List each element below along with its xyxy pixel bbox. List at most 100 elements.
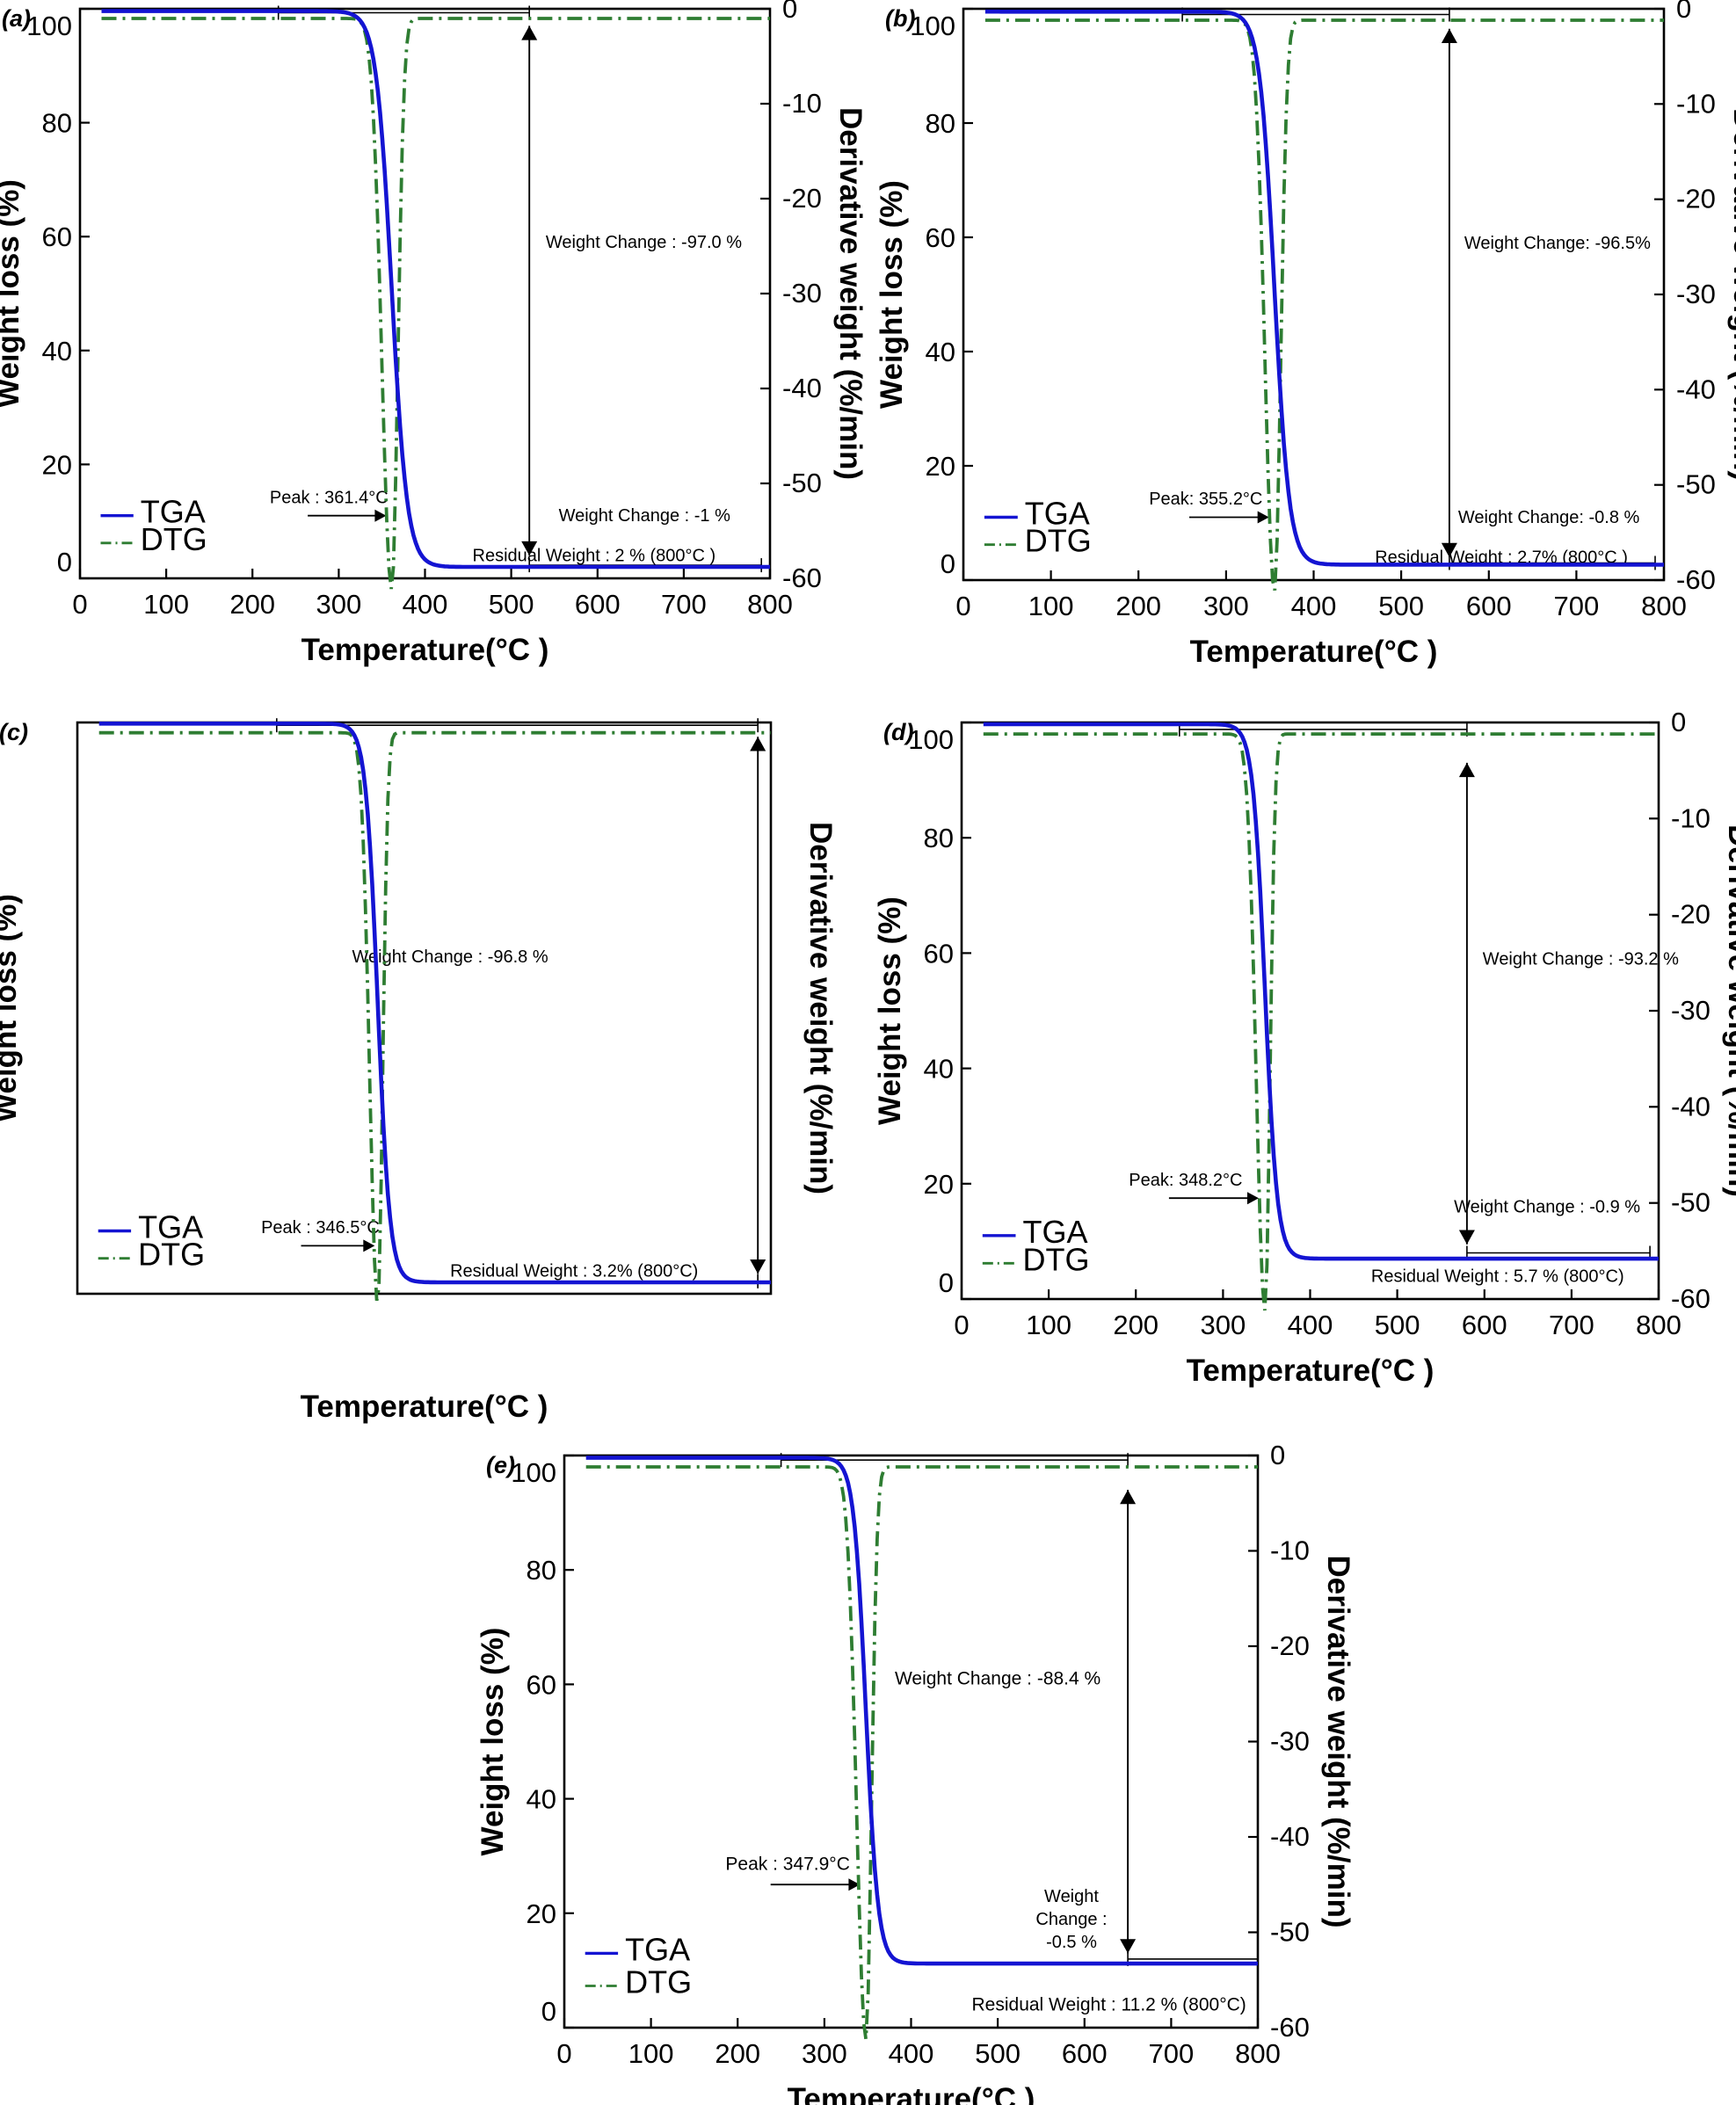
svg-text:-30: -30 [1270,1726,1310,1757]
svg-text:-20: -20 [1676,184,1716,214]
svg-text:Weight Change : -97.0 %: Weight Change : -97.0 % [546,233,742,252]
svg-text:400: 400 [1291,591,1337,621]
svg-text:Weight loss (%): Weight loss (%) [476,1628,510,1856]
svg-text:100: 100 [628,2038,674,2069]
svg-text:60: 60 [926,222,955,253]
svg-text:Temperature(°C ): Temperature(°C ) [301,633,549,667]
svg-text:-10: -10 [1671,802,1711,833]
svg-text:800: 800 [747,589,793,620]
svg-text:500: 500 [489,589,534,620]
svg-text:500: 500 [1378,591,1424,621]
svg-text:700: 700 [1554,591,1600,621]
svg-text:0: 0 [955,591,970,621]
svg-text:20: 20 [926,451,955,482]
svg-text:Residual Weight : 3.2% (800°C): Residual Weight : 3.2% (800°C) [450,1262,698,1281]
svg-text:Derivative weight (%/min): Derivative weight (%/min) [803,822,838,1194]
svg-text:DTG: DTG [1023,1241,1090,1277]
svg-text:-10: -10 [1270,1535,1310,1566]
svg-text:700: 700 [661,589,707,620]
svg-text:Weight Change : -1 %: Weight Change : -1 % [559,506,731,526]
svg-text:-60: -60 [1671,1283,1711,1314]
svg-text:300: 300 [802,2038,847,2069]
svg-text:800: 800 [1641,591,1687,621]
svg-text:DTG: DTG [141,521,207,557]
svg-text:0: 0 [57,547,72,577]
svg-text:700: 700 [1149,2038,1195,2069]
svg-text:Weight Change: -0.8 %: Weight Change: -0.8 % [1458,508,1640,527]
svg-text:Derivative weight (%/min): Derivative weight (%/min) [1722,824,1736,1197]
svg-text:200: 200 [715,2038,760,2069]
svg-text:20: 20 [527,1898,556,1929]
svg-text:400: 400 [1288,1310,1333,1340]
svg-text:Weight loss (%): Weight loss (%) [873,896,907,1125]
svg-text:-0.5 %: -0.5 % [1046,1933,1097,1952]
svg-text:-30: -30 [1676,279,1716,309]
svg-text:-60: -60 [1270,2012,1310,2043]
svg-text:100: 100 [908,724,954,755]
svg-text:Derivative weight (%/min): Derivative weight (%/min) [833,107,868,480]
svg-text:300: 300 [316,589,362,620]
svg-text:40: 40 [926,337,955,367]
svg-text:Peak: 348.2°C: Peak: 348.2°C [1129,1171,1242,1190]
svg-text:0: 0 [939,1267,954,1298]
svg-text:80: 80 [42,108,72,139]
svg-text:0: 0 [954,1310,969,1340]
svg-text:Peak : 361.4°C: Peak : 361.4°C [270,489,389,508]
svg-text:60: 60 [924,938,954,969]
svg-text:0: 0 [541,1996,556,2027]
svg-text:-60: -60 [782,563,822,593]
svg-text:100: 100 [1028,591,1074,621]
svg-text:Weight Change : -96.8 %: Weight Change : -96.8 % [352,947,548,967]
svg-text:Weight loss (%): Weight loss (%) [875,180,909,409]
svg-text:Derivative weight (%/min): Derivative weight (%/min) [1321,1556,1355,1928]
svg-text:300: 300 [1203,591,1249,621]
svg-text:600: 600 [1062,2038,1108,2069]
svg-text:100: 100 [511,1457,556,1488]
svg-text:Weight Change: -96.5%: Weight Change: -96.5% [1464,234,1651,253]
svg-text:(b): (b) [885,5,915,32]
svg-text:-50: -50 [1671,1187,1711,1218]
svg-text:-50: -50 [1270,1917,1310,1948]
svg-text:200: 200 [229,589,275,620]
svg-text:Weight loss (%): Weight loss (%) [0,179,25,408]
svg-text:Peak : 347.9°C: Peak : 347.9°C [725,1854,849,1874]
svg-text:60: 60 [527,1669,556,1700]
svg-text:600: 600 [575,589,621,620]
svg-text:400: 400 [403,589,448,620]
svg-text:80: 80 [926,108,955,139]
svg-text:600: 600 [1466,591,1512,621]
svg-text:Residual Weight : 5.7 % (800°C: Residual Weight : 5.7 % (800°C) [1371,1267,1624,1286]
svg-text:0: 0 [556,2038,571,2069]
svg-text:40: 40 [527,1784,556,1815]
svg-text:40: 40 [42,336,72,367]
svg-text:100: 100 [1026,1310,1071,1340]
svg-text:0: 0 [1676,0,1691,24]
svg-text:100: 100 [26,11,72,41]
svg-text:Weight Change : -88.4 %: Weight Change : -88.4 % [895,1668,1100,1688]
svg-text:DTG: DTG [1025,523,1092,559]
svg-text:-20: -20 [782,183,822,214]
svg-text:(c): (c) [0,719,28,745]
svg-text:80: 80 [527,1555,556,1586]
svg-text:Change :: Change : [1035,1910,1107,1929]
svg-text:Residual Weight : 2 % (800°C ): Residual Weight : 2 % (800°C ) [473,547,716,566]
svg-text:20: 20 [924,1169,954,1200]
svg-text:(a): (a) [2,5,31,32]
svg-text:Residual Weight : 11.2 % (800°: Residual Weight : 11.2 % (800°C) [972,1995,1246,2015]
svg-text:40: 40 [924,1054,954,1085]
svg-text:-20: -20 [1270,1630,1310,1661]
svg-text:200: 200 [1115,591,1161,621]
svg-text:TGA: TGA [625,1931,690,1967]
svg-text:0: 0 [72,589,87,620]
svg-text:700: 700 [1549,1310,1594,1340]
svg-text:0: 0 [1270,1440,1285,1470]
svg-text:Derivative weight (%/min): Derivative weight (%/min) [1727,108,1736,481]
svg-text:-20: -20 [1671,899,1711,930]
svg-text:800: 800 [1235,2038,1281,2069]
svg-text:0: 0 [1671,707,1686,737]
svg-text:Temperature(°C ): Temperature(°C ) [1190,635,1438,669]
svg-text:-40: -40 [782,373,822,403]
svg-text:20: 20 [42,449,72,480]
svg-text:-10: -10 [1676,88,1716,119]
svg-text:600: 600 [1462,1310,1507,1340]
